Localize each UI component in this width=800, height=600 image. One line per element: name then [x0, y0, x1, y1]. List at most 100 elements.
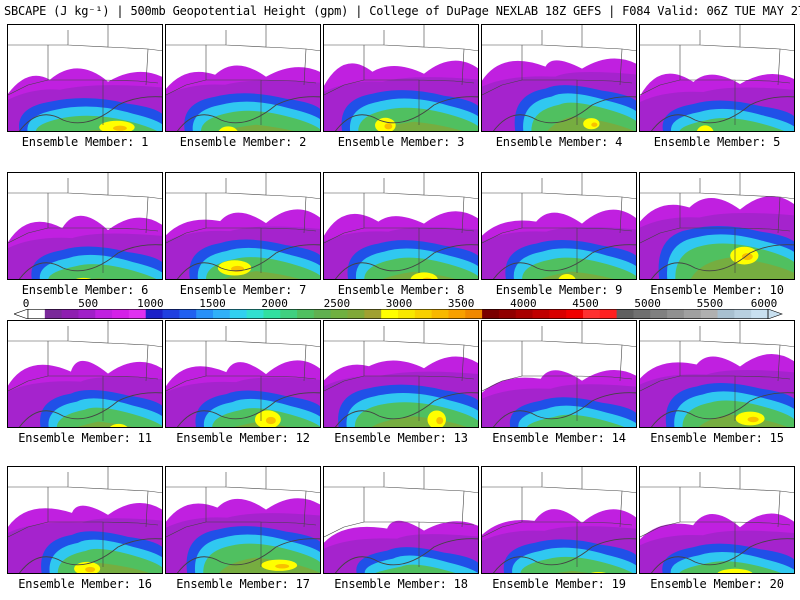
- ensemble-panel-6: [7, 172, 163, 280]
- ensemble-member-label: Ensemble Member: 5: [653, 135, 781, 149]
- cape-map: [324, 25, 478, 131]
- colorbar-swatch: [330, 309, 349, 319]
- colorbar-swatch: [280, 309, 298, 319]
- ensemble-member-label: Ensemble Member: 15: [650, 431, 784, 445]
- colorbar-strip: [14, 309, 783, 319]
- colorbar-tick-label: 2500: [323, 297, 351, 310]
- colorbar-swatch: [381, 309, 399, 319]
- ensemble-panel-7: [165, 172, 321, 280]
- colorbar-swatch: [650, 309, 668, 319]
- colorbar-swatch: [128, 309, 147, 319]
- ensemble-member-label: Ensemble Member: 4: [495, 135, 623, 149]
- colorbar-swatch: [549, 309, 567, 319]
- ensemble-panel-8: [323, 172, 479, 280]
- ensemble-panel-18: [323, 466, 479, 574]
- colorbar-swatch: [179, 309, 197, 319]
- colorbar-outline: [27, 309, 769, 319]
- colorbar-tick-label: 5000: [634, 297, 661, 310]
- cape-map: [482, 25, 636, 131]
- cape-map: [324, 321, 478, 427]
- page-title: SBCAPE (J kg⁻¹) | 500mb Geopotential Hei…: [4, 4, 800, 18]
- cape-map: [640, 173, 794, 279]
- ensemble-panel-10: [639, 172, 795, 280]
- colorbar-swatch: [61, 309, 79, 319]
- cape-map: [482, 173, 636, 279]
- cape-map: [166, 321, 320, 427]
- ensemble-panel-9: [481, 172, 637, 280]
- colorbar-swatch: [515, 309, 534, 319]
- colorbar-swatch: [414, 309, 433, 319]
- colorbar-arrow-right: [767, 309, 783, 319]
- colorbar-swatch: [431, 309, 449, 319]
- ensemble-member-label: Ensemble Member: 11: [18, 431, 152, 445]
- cape-map: [324, 173, 478, 279]
- ensemble-panel-4: [481, 24, 637, 132]
- colorbar-swatch: [145, 309, 164, 319]
- ensemble-panel-13: [323, 320, 479, 428]
- ensemble-panel-2: [165, 24, 321, 132]
- ensemble-member-label: Ensemble Member: 3: [337, 135, 465, 149]
- ensemble-member-label: Ensemble Member: 12: [176, 431, 310, 445]
- colorbar-tick-label: 1000: [137, 297, 164, 310]
- ensemble-panel-12: [165, 320, 321, 428]
- cape-map: [640, 467, 794, 573]
- colorbar-swatch: [616, 309, 634, 319]
- ensemble-member-label: Ensemble Member: 14: [492, 431, 626, 445]
- colorbar-swatch: [498, 309, 517, 319]
- colorbar-swatch: [448, 309, 466, 319]
- colorbar-swatch: [78, 309, 96, 319]
- colorbar-tick-label: 4500: [572, 297, 599, 310]
- ensemble-member-label: Ensemble Member: 2: [179, 135, 307, 149]
- colorbar-swatch: [162, 309, 180, 319]
- colorbar-tick-label: 500: [78, 297, 99, 310]
- ensemble-member-label: Ensemble Member: 1: [21, 135, 149, 149]
- colorbar-arrow-left: [14, 309, 29, 319]
- colorbar-tick-label: 3000: [385, 297, 413, 310]
- ensemble-member-label: Ensemble Member: 10: [650, 283, 784, 297]
- ensemble-member-label: Ensemble Member: 18: [334, 577, 468, 591]
- cape-map: [324, 467, 478, 573]
- colorbar-swatch: [532, 309, 550, 319]
- colorbar-tick-label: 1500: [199, 297, 226, 310]
- colorbar-swatch: [717, 309, 735, 319]
- ensemble-member-label: Ensemble Member: 17: [176, 577, 310, 591]
- colorbar-swatch: [751, 309, 769, 319]
- colorbar-swatch: [313, 309, 332, 319]
- colorbar-swatch: [599, 309, 618, 319]
- colorbar-tick-label: 5500: [696, 297, 724, 310]
- colorbar-swatch: [633, 309, 651, 319]
- ensemble-panel-3: [323, 24, 479, 132]
- ensemble-member-label: Ensemble Member: 20: [650, 577, 784, 591]
- colorbar-swatch: [583, 309, 601, 319]
- ensemble-panel-14: [481, 320, 637, 428]
- colorbar-swatch: [213, 309, 231, 319]
- ensemble-panel-5: [639, 24, 795, 132]
- colorbar-tick-label: 2000: [261, 297, 288, 310]
- colorbar-swatch: [482, 309, 500, 319]
- colorbar-swatch: [734, 309, 752, 319]
- colorbar-swatch: [700, 309, 719, 319]
- colorbar-swatch: [44, 309, 63, 319]
- cape-map: [482, 467, 636, 573]
- colorbar-swatch: [566, 309, 584, 319]
- colorbar-swatch: [465, 309, 483, 319]
- cape-map: [640, 25, 794, 131]
- cape-map: [166, 25, 320, 131]
- cape-map: [8, 467, 162, 573]
- colorbar-swatch: [229, 309, 248, 319]
- colorbar-tick-label: 3500: [447, 297, 475, 310]
- ensemble-member-label: Ensemble Member: 16: [18, 577, 152, 591]
- cape-map: [8, 173, 162, 279]
- cape-map: [166, 467, 320, 573]
- ensemble-panel-20: [639, 466, 795, 574]
- colorbar-tick-label: 4000: [510, 297, 537, 310]
- ensemble-member-label: Ensemble Member: 13: [334, 431, 468, 445]
- colorbar-swatch: [667, 309, 685, 319]
- ensemble-panel-17: [165, 466, 321, 574]
- ensemble-member-label: Ensemble Member: 6: [21, 283, 149, 297]
- ensemble-member-label: Ensemble Member: 7: [179, 283, 307, 297]
- ensemble-panel-19: [481, 466, 637, 574]
- colorbar-swatch: [297, 309, 315, 319]
- colorbar-tick-label: 6000: [750, 297, 778, 310]
- ensemble-panel-15: [639, 320, 795, 428]
